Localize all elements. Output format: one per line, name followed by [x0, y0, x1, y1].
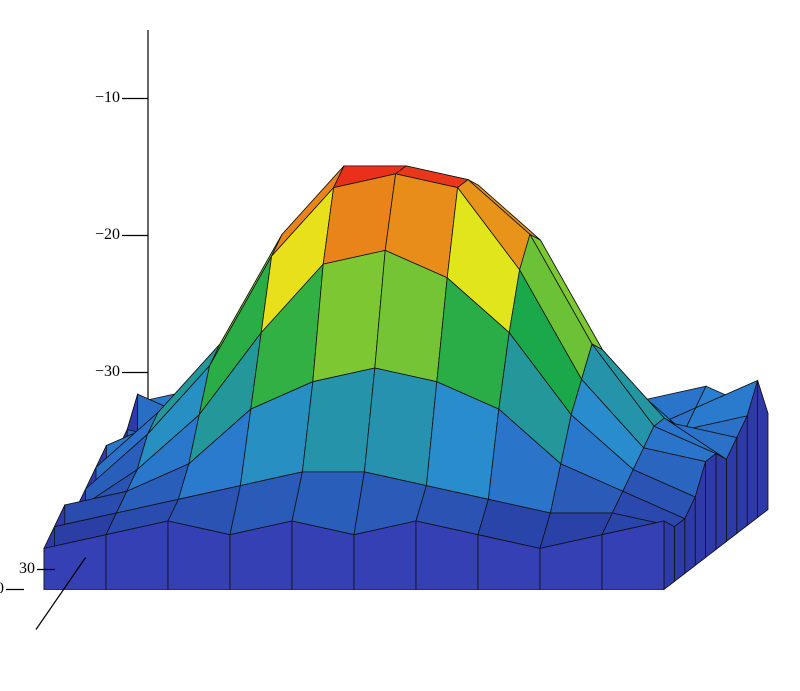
z-tick-label: −20 — [95, 226, 120, 243]
surface-cell — [312, 249, 386, 383]
y-tick-label: 40 — [0, 580, 4, 597]
z-tick-label: −30 — [95, 363, 120, 380]
surface-skirt — [663, 520, 675, 591]
surface-skirt — [674, 517, 686, 583]
surface-skirt — [736, 415, 748, 535]
z-tick-label: −10 — [95, 89, 120, 106]
surface-cell — [363, 367, 438, 487]
surface-skirt — [601, 520, 665, 590]
surface-cell — [301, 367, 376, 473]
surface-skirt — [715, 452, 727, 551]
y-axis — [35, 557, 87, 630]
surface-skirt — [757, 380, 769, 519]
surface-skirt — [705, 452, 717, 559]
y-tick-label: 30 — [19, 560, 35, 577]
